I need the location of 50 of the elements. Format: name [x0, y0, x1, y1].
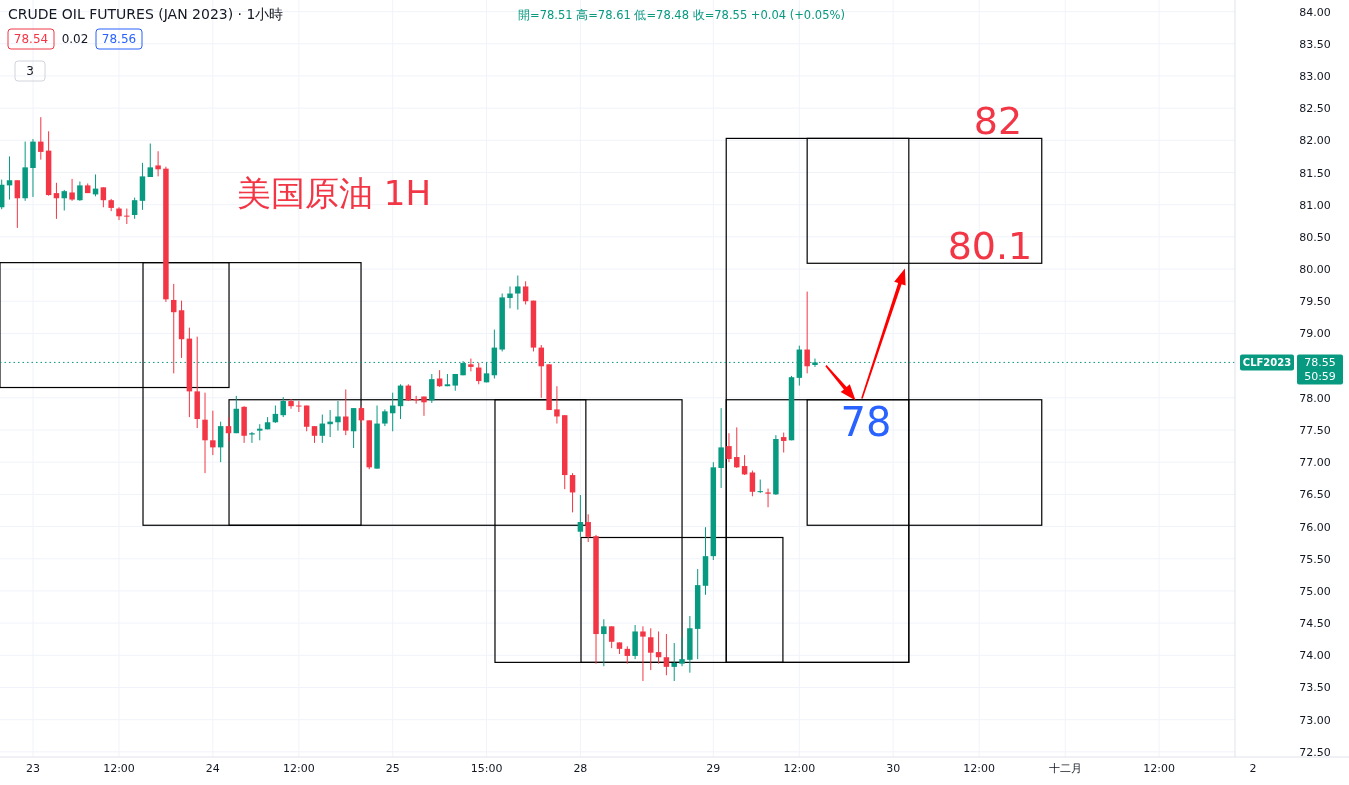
x-tick-label: 十二月 — [1048, 762, 1082, 775]
annotation: 3 — [26, 64, 34, 78]
x-tick-label: 25 — [385, 762, 400, 775]
annotation: 0.02 — [61, 32, 89, 46]
y-tick-label: 79.50 — [1299, 295, 1331, 309]
y-tick-label: 84.00 — [1299, 5, 1331, 19]
y-tick-label: 77.50 — [1299, 424, 1331, 437]
x-tick-label: 24 — [205, 762, 220, 775]
x-tick-label: 28 — [573, 762, 588, 775]
y-tick-label: 76.50 — [1299, 488, 1331, 502]
y-tick-label: 72.50 — [1299, 745, 1331, 759]
x-tick-label: 2 — [1249, 762, 1257, 775]
x-tick-label: 12:00 — [103, 762, 135, 775]
y-tick-label: 82.00 — [1299, 134, 1331, 148]
y-tick-label: 75.00 — [1299, 584, 1331, 598]
text: 開=78.51 高=78.61 低=78.48 收=78.55 +0.04 (+0.05%) — [518, 8, 845, 22]
chart-title: CRUDE OIL FUTURES (JAN 2023) · 1小時 — [8, 6, 284, 22]
y-tick-label: 81.00 — [1299, 198, 1331, 212]
y-tick-label: 81.50 — [1299, 166, 1331, 180]
x-tick-label: 23 — [25, 762, 40, 775]
x-tick-label: 12:00 — [283, 762, 315, 775]
y-tick-label: 76.00 — [1299, 520, 1331, 534]
y-tick-label: 80.50 — [1299, 230, 1331, 244]
x-tick-label: 12:00 — [783, 762, 816, 775]
annotation: 78.56 — [101, 32, 137, 46]
annotation: 82 — [973, 99, 1023, 143]
text: 78.55 — [1304, 356, 1336, 370]
y-tick-label: 83.50 — [1299, 37, 1331, 51]
annotation: 78.54 — [13, 32, 49, 46]
x-tick-label: 12:00 — [963, 762, 996, 775]
y-tick-label: 73.50 — [1299, 681, 1331, 695]
y-tick-label: 79.00 — [1299, 327, 1331, 341]
y-tick-label: 77.00 — [1299, 456, 1331, 470]
y-tick-label: 83.00 — [1299, 69, 1331, 83]
y-tick-label: 73.00 — [1299, 713, 1331, 727]
annotation: 美国原油 1H — [237, 173, 432, 213]
y-tick-label: 78.00 — [1299, 391, 1331, 405]
x-tick-label: 30 — [886, 762, 901, 775]
y-tick-label: 75.50 — [1299, 552, 1331, 566]
annotation: 78 — [840, 399, 892, 445]
text: 50:59 — [1304, 370, 1336, 384]
y-tick-label: 80.00 — [1299, 263, 1331, 277]
y-tick-label: 74.00 — [1299, 649, 1331, 663]
x-tick-label: 12:00 — [1143, 762, 1175, 775]
x-tick-label: 29 — [706, 762, 721, 775]
ref-line-label: CLF2023 — [1242, 357, 1292, 369]
y-tick-label: 82.50 — [1299, 102, 1331, 116]
y-tick-label: 74.50 — [1299, 617, 1331, 631]
x-tick-label: 15:00 — [470, 762, 503, 775]
annotation: 80.1 — [947, 224, 1033, 268]
